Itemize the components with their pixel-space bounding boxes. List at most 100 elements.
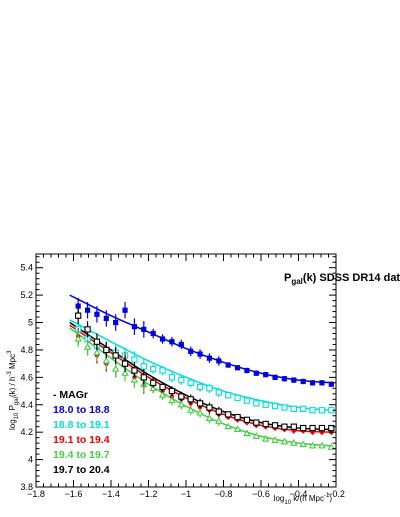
marker xyxy=(253,419,260,426)
marker xyxy=(158,391,167,398)
marker xyxy=(206,404,213,411)
marker xyxy=(271,436,279,443)
data-point-series-1 xyxy=(253,400,260,407)
marker xyxy=(178,341,184,348)
marker xyxy=(130,375,139,383)
marker xyxy=(243,429,251,437)
data-point-series-0 xyxy=(225,362,231,368)
data-point-series-1 xyxy=(187,378,194,388)
marker xyxy=(319,380,325,386)
data-point-series-0 xyxy=(244,367,250,374)
marker xyxy=(225,411,232,418)
data-point-series-0 xyxy=(169,336,175,347)
y-tick-label: 4.6 xyxy=(20,372,33,382)
marker xyxy=(234,413,241,421)
marker xyxy=(75,312,82,319)
data-point-series-4 xyxy=(168,386,176,396)
marker xyxy=(159,383,166,391)
marker xyxy=(328,381,334,387)
marker xyxy=(291,377,297,383)
data-point-series-4 xyxy=(93,333,101,350)
marker xyxy=(150,330,156,337)
data-point-series-1 xyxy=(318,407,326,414)
marker xyxy=(122,307,128,313)
marker xyxy=(103,346,110,354)
marker xyxy=(150,379,157,386)
marker xyxy=(205,414,214,422)
data-point-series-3 xyxy=(186,405,195,416)
marker xyxy=(168,374,176,381)
marker xyxy=(196,400,204,407)
x-axis-title: log10 k/(h Mpc-1) xyxy=(274,493,333,506)
data-point-series-4 xyxy=(140,369,147,386)
marker xyxy=(224,422,232,430)
marker xyxy=(149,384,157,391)
data-point-series-4 xyxy=(328,424,335,432)
data-point-series-1 xyxy=(309,407,316,414)
marker xyxy=(159,367,166,374)
marker xyxy=(94,311,100,317)
marker xyxy=(225,392,232,399)
data-point-series-3 xyxy=(168,395,176,406)
marker xyxy=(196,383,204,391)
marker xyxy=(300,378,306,385)
marker xyxy=(150,365,157,373)
marker xyxy=(102,356,111,364)
data-point-series-1 xyxy=(196,382,204,392)
data-point-series-3 xyxy=(243,429,251,437)
data-point-series-3 xyxy=(196,408,204,418)
marker xyxy=(281,376,288,382)
data-point-series-4 xyxy=(103,341,110,359)
data-point-series-4 xyxy=(290,423,297,430)
marker xyxy=(111,365,120,372)
data-point-series-0 xyxy=(178,339,184,350)
x-tick-label: −1.4 xyxy=(102,489,120,499)
marker xyxy=(299,440,307,448)
data-point-series-1 xyxy=(234,394,241,402)
data-point-series-3 xyxy=(308,441,317,449)
data-point-series-1 xyxy=(206,383,213,394)
marker xyxy=(308,441,317,449)
data-point-series-1 xyxy=(178,375,185,385)
marker xyxy=(187,396,194,403)
marker xyxy=(234,365,241,371)
marker xyxy=(243,416,251,423)
data-point-series-4 xyxy=(131,362,138,379)
data-point-series-3 xyxy=(290,439,298,446)
marker xyxy=(271,402,279,410)
data-point-series-3 xyxy=(299,440,307,448)
marker xyxy=(271,422,279,429)
data-point-series-1 xyxy=(281,404,288,411)
marker xyxy=(112,352,119,359)
data-point-series-4 xyxy=(75,307,82,324)
marker xyxy=(186,406,195,413)
marker xyxy=(244,367,250,374)
axis-ticks: −1.8 −1.6 −1.4 −1.2 −1 −0.8 −0.6 −0.4 −0.2 3.8 4 4.… xyxy=(20,254,345,499)
legend-entry-18-8: 18.8 to 19.1 xyxy=(53,419,110,431)
marker xyxy=(300,405,307,413)
legend-entry-19-1: 19.1 to 19.4 xyxy=(53,434,110,446)
marker xyxy=(253,400,260,407)
marker xyxy=(215,408,222,415)
data-point-series-3 xyxy=(271,436,279,444)
data-point-series-0 xyxy=(150,328,156,339)
marker xyxy=(225,362,231,368)
data-point-series-0 xyxy=(197,349,203,359)
data-point-series-3 xyxy=(233,425,242,433)
data-point-series-0 xyxy=(234,365,241,371)
marker xyxy=(84,307,91,313)
y-tick-label: 4 xyxy=(28,455,33,465)
marker xyxy=(300,424,307,432)
chart-title-main: P xyxy=(284,272,291,284)
x-tick-label: −1 xyxy=(181,489,191,499)
data-point-series-0 xyxy=(263,371,269,378)
y-tick-label: 5.4 xyxy=(20,263,33,273)
data-point-series-0 xyxy=(309,380,316,386)
data-point-series-4 xyxy=(206,402,213,413)
data-point-series-3 xyxy=(261,434,270,442)
marker xyxy=(234,394,241,402)
marker xyxy=(159,336,166,342)
x-tick-label: −1.6 xyxy=(65,489,83,499)
marker xyxy=(197,351,203,357)
